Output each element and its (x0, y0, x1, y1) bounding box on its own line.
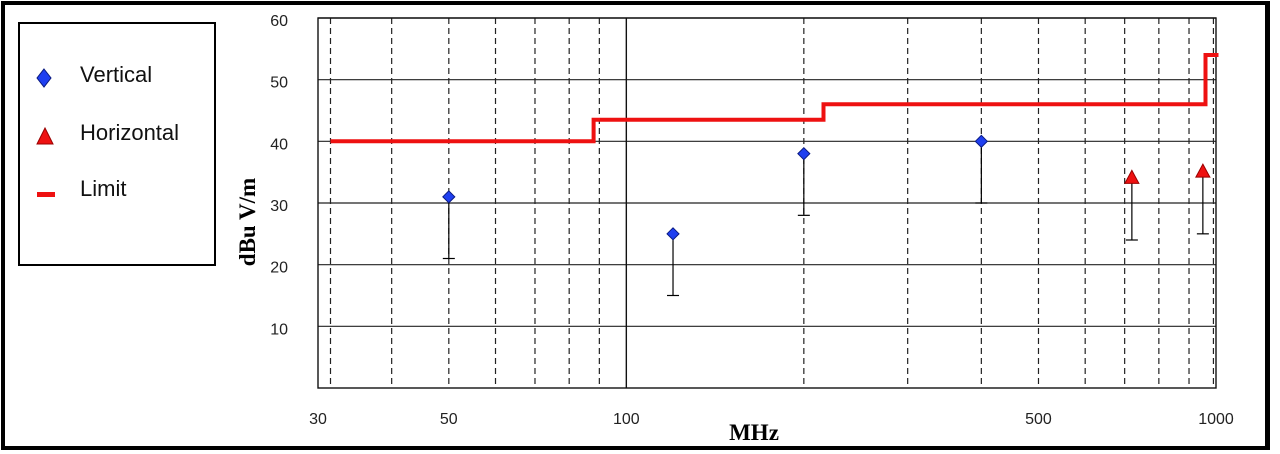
x-tick-label: 50 (440, 411, 458, 428)
line-icon (37, 192, 55, 197)
x-tick-label: 1000 (1198, 411, 1234, 428)
x-tick-label: 30 (309, 411, 327, 428)
y-tick-label: 20 (270, 260, 288, 277)
legend-label-limit: Limit (80, 176, 127, 201)
y-tick-label: 10 (270, 321, 288, 338)
limit-step-line (330, 53, 1219, 144)
legend-label-horizontal: Horizontal (80, 120, 180, 145)
data-point-vertical (974, 134, 989, 149)
y-tick-label: 60 (270, 13, 288, 30)
x-axis-title: MHz (729, 420, 779, 445)
limit-line (330, 53, 1219, 144)
grid (317, 17, 1217, 389)
y-tick-label: 50 (270, 75, 288, 92)
data-point-horizontal (1195, 163, 1211, 178)
x-tick-label: 100 (613, 411, 640, 428)
triangle-icon (36, 126, 54, 145)
data-point-vertical (797, 146, 811, 161)
y-tick-label: 40 (270, 136, 288, 153)
legend-label-vertical: Vertical (80, 62, 153, 87)
legend: Vertical Horizontal Limit (18, 22, 216, 266)
data-point-horizontal (1124, 169, 1140, 184)
data-point-vertical (442, 190, 456, 204)
y-tick-label: 30 (270, 198, 288, 215)
x-tick-label: 500 (1025, 411, 1052, 428)
data-points (442, 134, 1211, 297)
y-axis-title: dBu V/m (235, 178, 260, 266)
diamond-icon (36, 68, 52, 88)
tick-labels: 10 20 30 40 50 60 30 50 100 500 1000 (270, 13, 1234, 428)
data-point-vertical (666, 227, 680, 241)
plot-border (317, 17, 1217, 389)
